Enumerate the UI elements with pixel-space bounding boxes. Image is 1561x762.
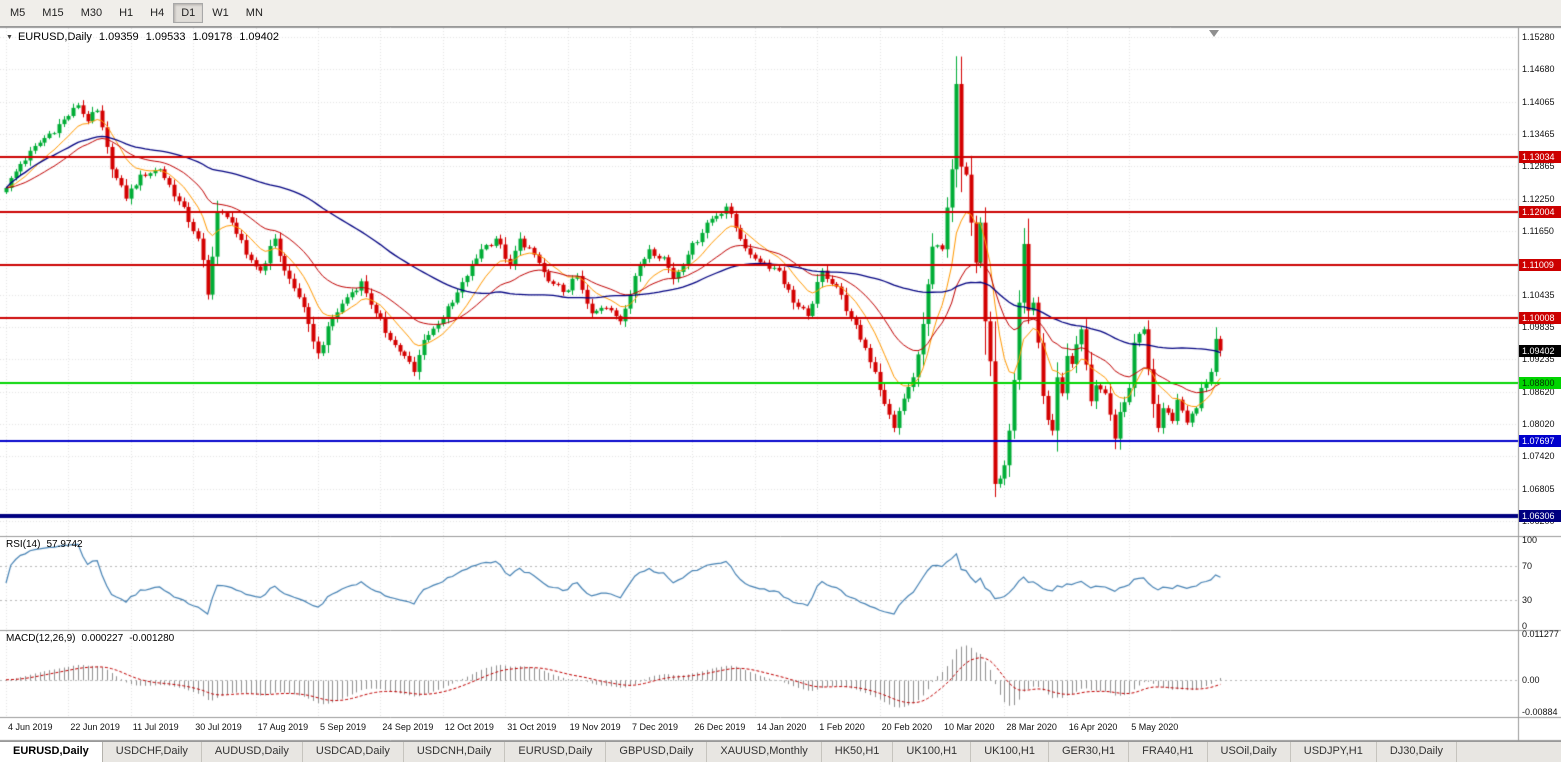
- timeframe-button-d1[interactable]: D1: [173, 3, 204, 23]
- chart-tab[interactable]: UK100,H1: [971, 742, 1049, 762]
- macd-name: MACD(12,26,9): [6, 633, 76, 644]
- macd-signal-value: -0.001280: [129, 633, 175, 644]
- ohlc-close: 1.09402: [239, 31, 279, 43]
- chart-tab[interactable]: GBPUSD,Daily: [606, 742, 708, 762]
- chart-tab[interactable]: USDCHF,Daily: [103, 742, 202, 762]
- price-chart-canvas[interactable]: [0, 27, 1561, 741]
- chart-symbol-period: EURUSD,Daily: [17, 31, 92, 43]
- chart-tab[interactable]: USDCAD,Daily: [303, 742, 404, 762]
- timeframe-button-w1[interactable]: W1: [212, 7, 229, 19]
- timeframe-button-mn[interactable]: MN: [245, 7, 263, 19]
- timeframe-button-m15[interactable]: M15: [42, 7, 64, 19]
- chart-tab[interactable]: USDCNH,Daily: [404, 742, 506, 762]
- chart-tab[interactable]: USDJPY,H1: [1291, 742, 1377, 762]
- timeframe-button-h4[interactable]: H4: [150, 7, 165, 19]
- chart-tab[interactable]: AUDUSD,Daily: [202, 742, 303, 762]
- rsi-name: RSI(14): [6, 539, 41, 550]
- triangle-marker-icon: ▼: [6, 33, 13, 41]
- rsi-value: 57.9742: [46, 539, 83, 550]
- chart-tab-bar: EURUSD,Daily USDCHF,Daily AUDUSD,Daily USDC…: [0, 741, 1561, 762]
- right-shift-marker-icon[interactable]: [1209, 30, 1219, 37]
- chart-tab[interactable]: GER30,H1: [1049, 742, 1130, 762]
- chart-tab[interactable]: UK100,H1: [893, 742, 972, 762]
- chart-tab[interactable]: HK50,H1: [822, 742, 894, 762]
- chart-tab[interactable]: DJ30,Daily: [1377, 742, 1458, 762]
- macd-main-value: 0.000227: [81, 633, 124, 644]
- chart-tab[interactable]: USOil,Daily: [1208, 742, 1291, 762]
- chart-title: ▼ EURUSD,Daily 1.09359 1.09533 1.09178 1…: [6, 31, 279, 43]
- chart-tab[interactable]: EURUSD,Daily: [0, 742, 103, 762]
- chart-tab[interactable]: XAUUSD,Monthly: [707, 742, 822, 762]
- ohlc-low: 1.09178: [192, 31, 233, 43]
- timeframe-button-m5[interactable]: M5: [10, 7, 26, 19]
- timeframe-button-m30[interactable]: M30: [80, 7, 103, 19]
- rsi-label: RSI(14) 57.9742: [6, 539, 83, 550]
- ohlc-open: 1.09359: [98, 31, 139, 43]
- chart-tab[interactable]: EURUSD,Daily: [505, 742, 607, 762]
- macd-label: MACD(12,26,9) 0.000227 -0.001280: [6, 633, 174, 644]
- timeframe-toolbar: M5 M15 M30 H1 H4 D1 W1 MN: [0, 0, 1561, 27]
- ohlc-high: 1.09533: [145, 31, 186, 43]
- chart-tab[interactable]: FRA40,H1: [1129, 742, 1208, 762]
- timeframe-button-h1[interactable]: H1: [119, 7, 134, 19]
